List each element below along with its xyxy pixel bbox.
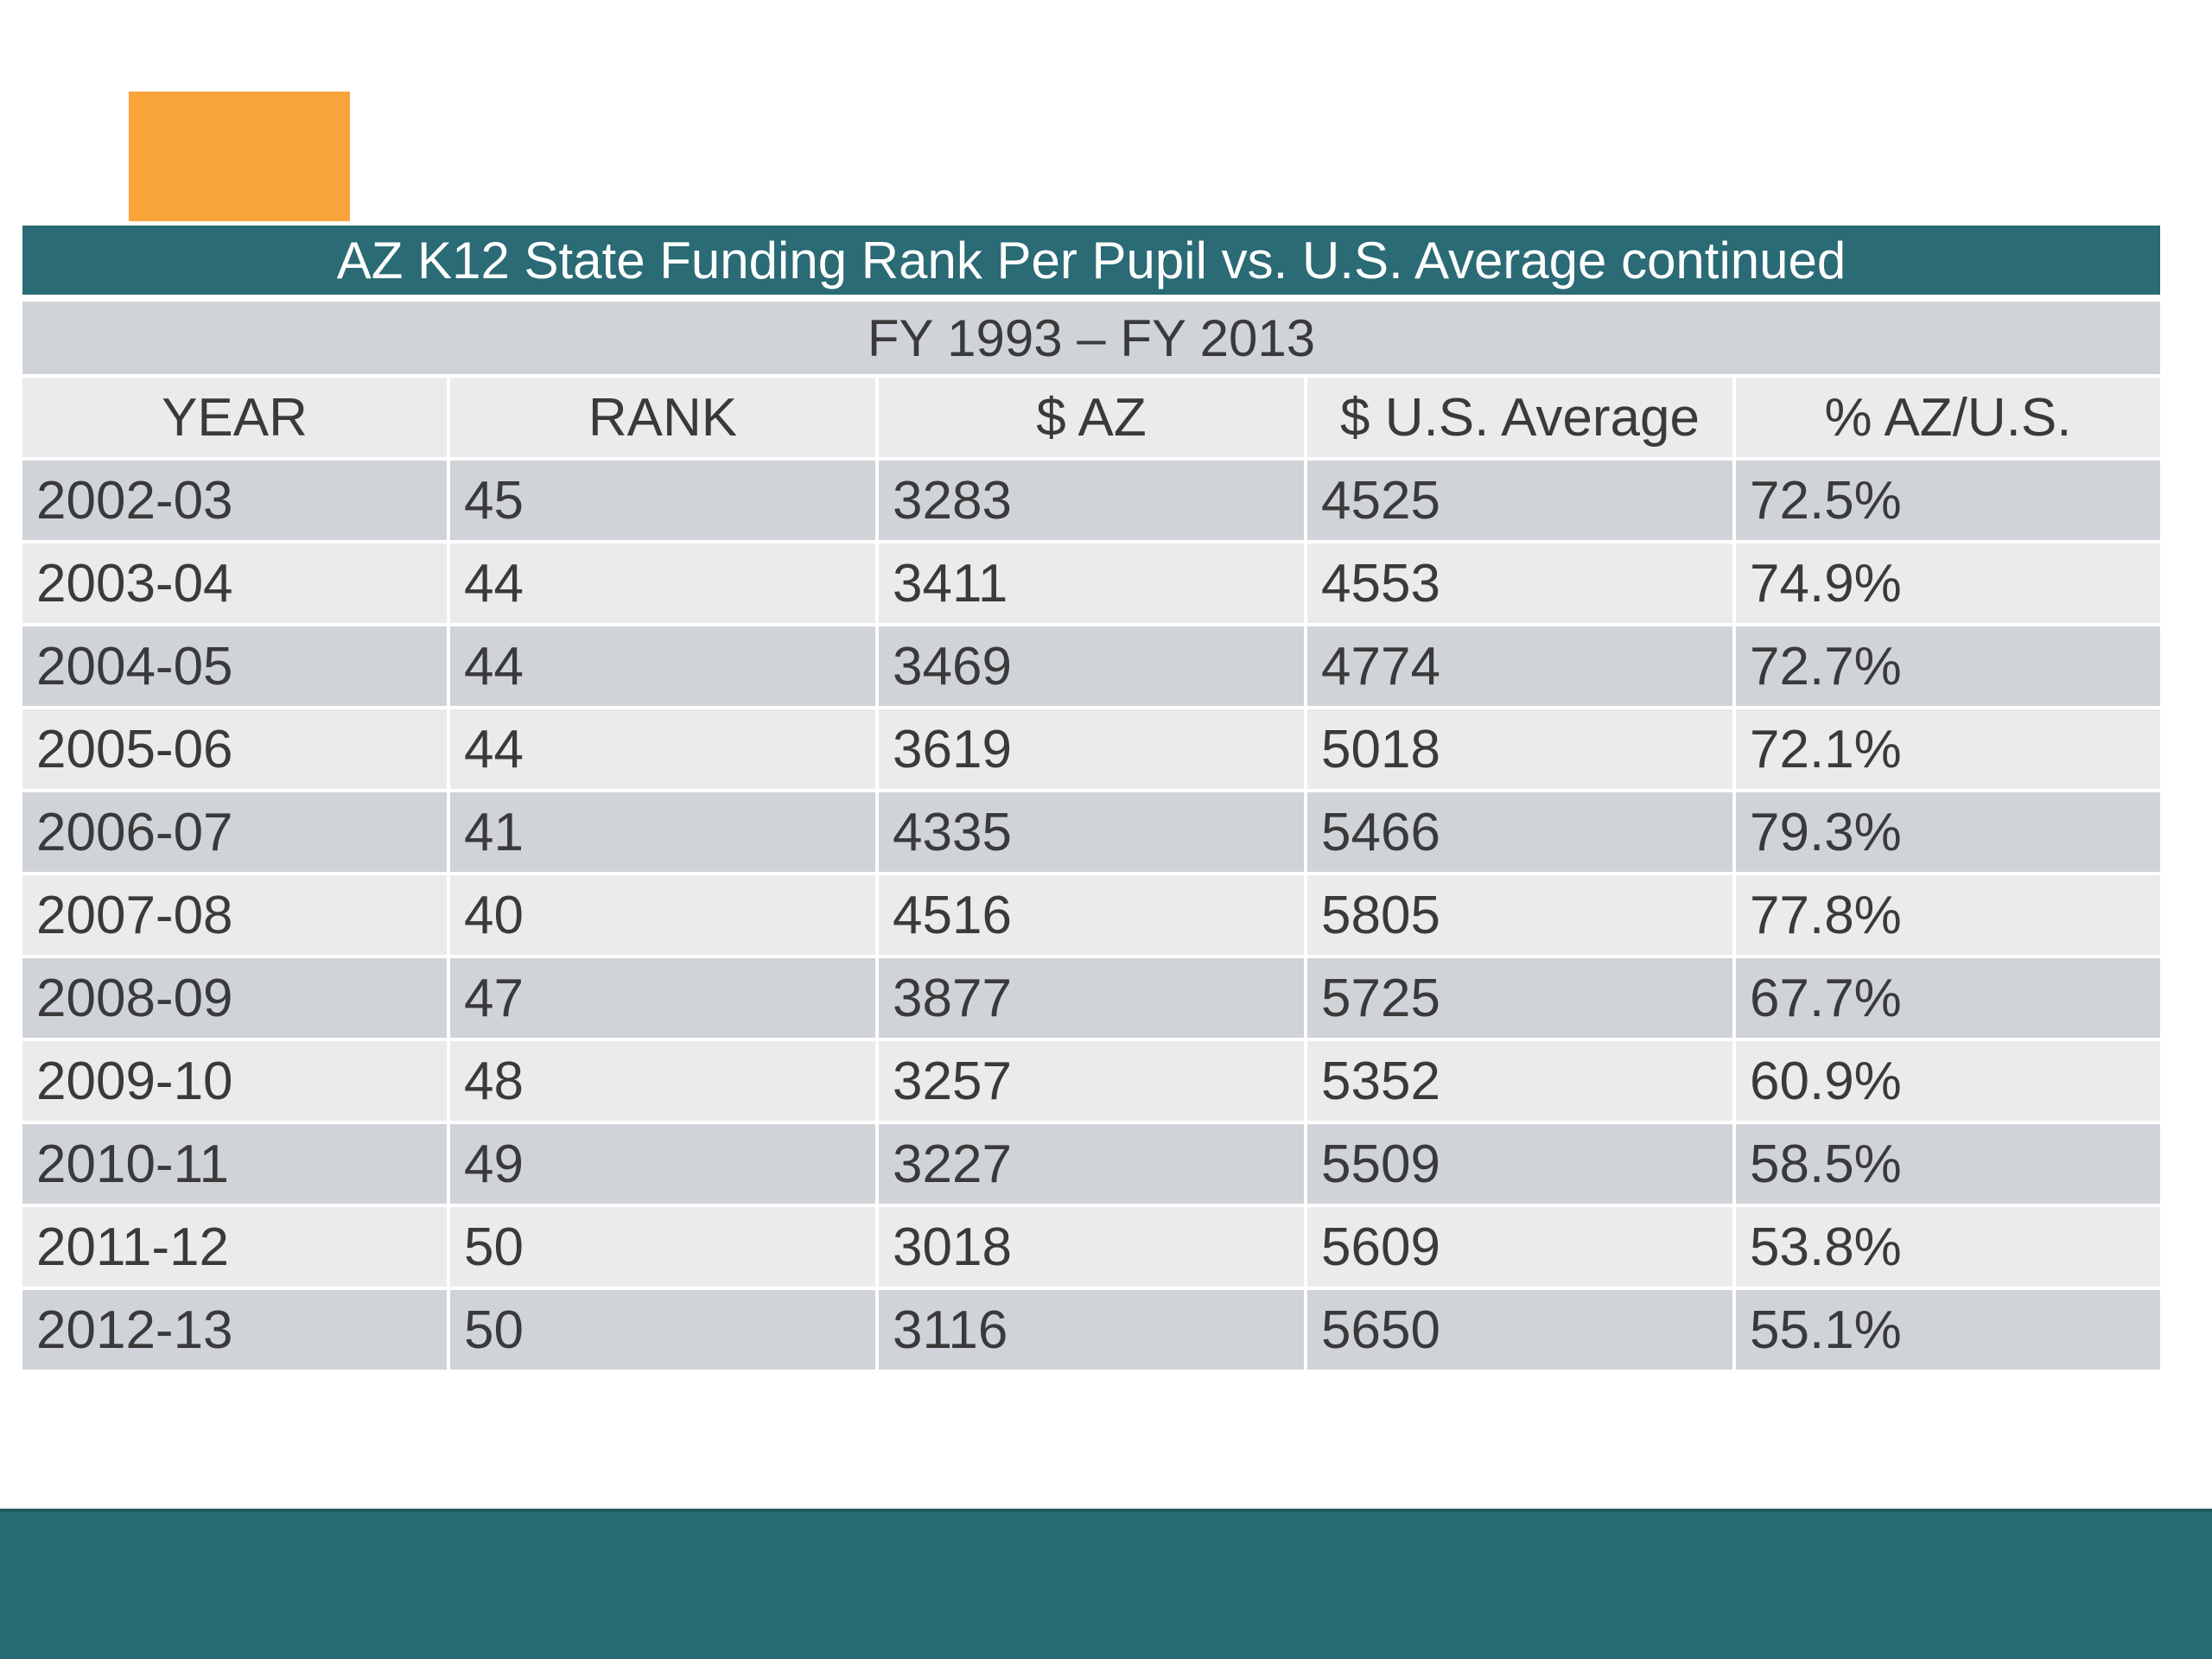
cell-az-dollars: 3227 — [879, 1124, 1307, 1207]
cell-us-average: 5725 — [1307, 958, 1736, 1041]
table-title: AZ K12 State Funding Rank Per Pupil vs. … — [22, 226, 2160, 302]
cell-us-average: 4553 — [1307, 543, 1736, 626]
cell-az-dollars: 3469 — [879, 626, 1307, 709]
cell-us-average: 5018 — [1307, 709, 1736, 792]
cell-us-average: 4774 — [1307, 626, 1736, 709]
column-header-rank: RANK — [450, 378, 879, 461]
cell-year: 2002-03 — [22, 461, 450, 543]
cell-az-dollars: 3877 — [879, 958, 1307, 1041]
table-row: 2008-09 47 3877 5725 67.7% — [22, 958, 2160, 1041]
column-header-year: YEAR — [22, 378, 450, 461]
table-subtitle-row: FY 1993 – FY 2013 — [22, 302, 2160, 378]
cell-rank: 44 — [450, 626, 879, 709]
cell-year: 2011-12 — [22, 1207, 450, 1290]
cell-az-dollars: 4516 — [879, 875, 1307, 958]
cell-rank: 40 — [450, 875, 879, 958]
table-row: 2009-10 48 3257 5352 60.9% — [22, 1041, 2160, 1124]
cell-az-us-percent: 72.1% — [1736, 709, 2160, 792]
cell-rank: 41 — [450, 792, 879, 875]
table-row: 2010-11 49 3227 5509 58.5% — [22, 1124, 2160, 1207]
cell-az-us-percent: 72.7% — [1736, 626, 2160, 709]
column-header-us-average: $ U.S. Average — [1307, 378, 1736, 461]
cell-us-average: 4525 — [1307, 461, 1736, 543]
funding-table: AZ K12 State Funding Rank Per Pupil vs. … — [22, 226, 2160, 1373]
cell-az-dollars: 3018 — [879, 1207, 1307, 1290]
cell-year: 2005-06 — [22, 709, 450, 792]
cell-az-us-percent: 60.9% — [1736, 1041, 2160, 1124]
cell-az-dollars: 3619 — [879, 709, 1307, 792]
cell-year: 2012-13 — [22, 1290, 450, 1373]
cell-az-dollars: 3411 — [879, 543, 1307, 626]
table-row: 2002-03 45 3283 4525 72.5% — [22, 461, 2160, 543]
cell-az-us-percent: 77.8% — [1736, 875, 2160, 958]
cell-rank: 44 — [450, 543, 879, 626]
cell-year: 2003-04 — [22, 543, 450, 626]
cell-az-us-percent: 67.7% — [1736, 958, 2160, 1041]
cell-az-dollars: 3116 — [879, 1290, 1307, 1373]
cell-us-average: 5352 — [1307, 1041, 1736, 1124]
cell-year: 2009-10 — [22, 1041, 450, 1124]
column-header-az-us-percent: % AZ/U.S. — [1736, 378, 2160, 461]
cell-us-average: 5805 — [1307, 875, 1736, 958]
orange-accent-block — [129, 92, 350, 221]
cell-us-average: 5509 — [1307, 1124, 1736, 1207]
cell-az-us-percent: 72.5% — [1736, 461, 2160, 543]
cell-year: 2008-09 — [22, 958, 450, 1041]
cell-az-dollars: 3283 — [879, 461, 1307, 543]
cell-rank: 50 — [450, 1207, 879, 1290]
cell-az-us-percent: 53.8% — [1736, 1207, 2160, 1290]
table-row: 2011-12 50 3018 5609 53.8% — [22, 1207, 2160, 1290]
footer-band — [0, 1509, 2212, 1659]
cell-az-us-percent: 55.1% — [1736, 1290, 2160, 1373]
cell-year: 2006-07 — [22, 792, 450, 875]
table-row: 2004-05 44 3469 4774 72.7% — [22, 626, 2160, 709]
table-row: 2003-04 44 3411 4553 74.9% — [22, 543, 2160, 626]
cell-year: 2007-08 — [22, 875, 450, 958]
cell-us-average: 5466 — [1307, 792, 1736, 875]
cell-rank: 50 — [450, 1290, 879, 1373]
table-row: 2005-06 44 3619 5018 72.1% — [22, 709, 2160, 792]
table-header-row: YEAR RANK $ AZ $ U.S. Average % AZ/U.S. — [22, 378, 2160, 461]
cell-az-dollars: 3257 — [879, 1041, 1307, 1124]
cell-az-us-percent: 74.9% — [1736, 543, 2160, 626]
table-subtitle: FY 1993 – FY 2013 — [22, 302, 2160, 378]
cell-year: 2010-11 — [22, 1124, 450, 1207]
cell-us-average: 5609 — [1307, 1207, 1736, 1290]
column-header-az-dollars: $ AZ — [879, 378, 1307, 461]
cell-rank: 49 — [450, 1124, 879, 1207]
table-row: 2012-13 50 3116 5650 55.1% — [22, 1290, 2160, 1373]
cell-az-us-percent: 58.5% — [1736, 1124, 2160, 1207]
table-row: 2007-08 40 4516 5805 77.8% — [22, 875, 2160, 958]
table-title-row: AZ K12 State Funding Rank Per Pupil vs. … — [22, 226, 2160, 302]
cell-us-average: 5650 — [1307, 1290, 1736, 1373]
cell-rank: 48 — [450, 1041, 879, 1124]
cell-year: 2004-05 — [22, 626, 450, 709]
cell-rank: 47 — [450, 958, 879, 1041]
cell-rank: 44 — [450, 709, 879, 792]
cell-az-dollars: 4335 — [879, 792, 1307, 875]
cell-az-us-percent: 79.3% — [1736, 792, 2160, 875]
table-row: 2006-07 41 4335 5466 79.3% — [22, 792, 2160, 875]
cell-rank: 45 — [450, 461, 879, 543]
